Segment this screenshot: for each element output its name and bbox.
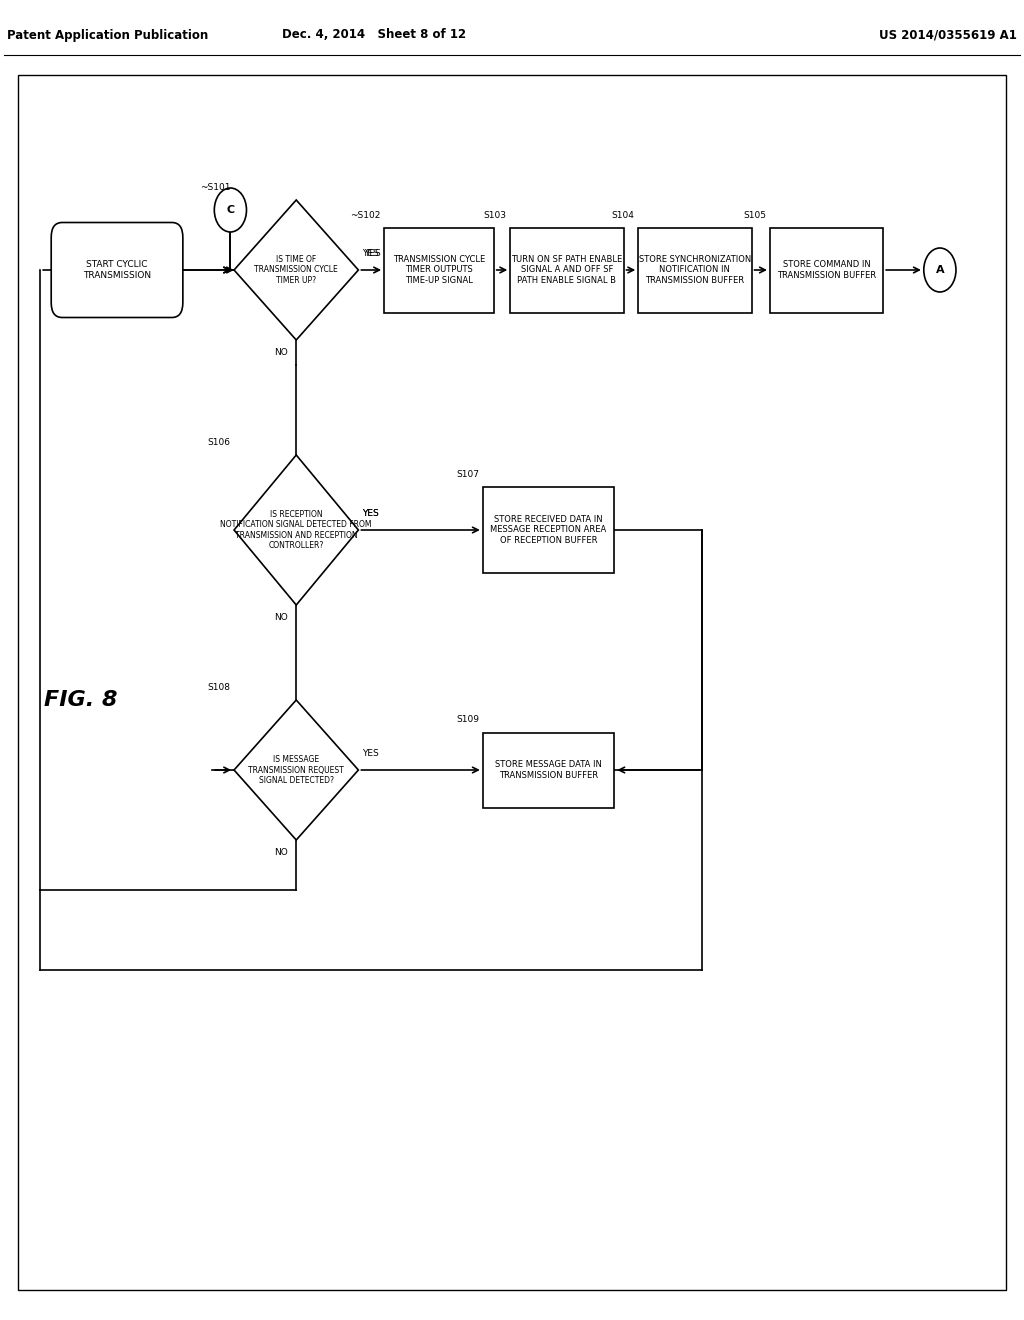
Polygon shape <box>234 700 358 840</box>
Text: STORE SYNCHRONIZATION
NOTIFICATION IN
TRANSMISSION BUFFER: STORE SYNCHRONIZATION NOTIFICATION IN TR… <box>639 255 751 285</box>
FancyBboxPatch shape <box>51 223 183 318</box>
FancyBboxPatch shape <box>482 733 614 808</box>
Text: Patent Application Publication: Patent Application Publication <box>7 29 209 41</box>
FancyBboxPatch shape <box>638 227 752 313</box>
Text: IS TIME OF
TRANSMISSION CYCLE
TIMER UP?: IS TIME OF TRANSMISSION CYCLE TIMER UP? <box>254 255 338 285</box>
Text: ~S102: ~S102 <box>350 210 380 219</box>
Text: FIG. 8: FIG. 8 <box>44 690 117 710</box>
Text: Dec. 4, 2014   Sheet 8 of 12: Dec. 4, 2014 Sheet 8 of 12 <box>283 29 467 41</box>
Text: S109: S109 <box>456 715 479 725</box>
Text: A: A <box>936 265 944 275</box>
Polygon shape <box>234 455 358 605</box>
Text: TRANSMISSION CYCLE
TIMER OUTPUTS
TIME-UP SIGNAL: TRANSMISSION CYCLE TIMER OUTPUTS TIME-UP… <box>393 255 485 285</box>
Text: US 2014/0355619 A1: US 2014/0355619 A1 <box>879 29 1017 41</box>
Text: S105: S105 <box>743 210 766 219</box>
Polygon shape <box>234 201 358 341</box>
Text: S108: S108 <box>208 682 230 692</box>
Text: START CYCLIC
TRANSMISSION: START CYCLIC TRANSMISSION <box>83 260 152 280</box>
Text: YES: YES <box>362 510 379 517</box>
Text: TURN ON SF PATH ENABLE
SIGNAL A AND OFF SF
PATH ENABLE SIGNAL B: TURN ON SF PATH ENABLE SIGNAL A AND OFF … <box>511 255 623 285</box>
Text: IS RECEPTION
NOTIFICATION SIGNAL DETECTED FROM
TRANSMISSION AND RECEPTION
CONTRO: IS RECEPTION NOTIFICATION SIGNAL DETECTE… <box>220 510 372 550</box>
Text: YES: YES <box>362 249 379 257</box>
Text: NO: NO <box>273 348 288 356</box>
Text: YES: YES <box>362 510 379 517</box>
Circle shape <box>924 248 956 292</box>
Text: YES: YES <box>365 249 381 257</box>
FancyBboxPatch shape <box>510 227 624 313</box>
Text: ~S101: ~S101 <box>200 183 230 191</box>
Text: NO: NO <box>273 847 288 857</box>
Text: IS MESSAGE
TRANSMISSION REQUEST
SIGNAL DETECTED?: IS MESSAGE TRANSMISSION REQUEST SIGNAL D… <box>249 755 344 785</box>
FancyBboxPatch shape <box>770 227 883 313</box>
Text: S104: S104 <box>611 210 635 219</box>
Text: S107: S107 <box>456 470 479 479</box>
FancyBboxPatch shape <box>482 487 614 573</box>
Circle shape <box>214 187 247 232</box>
Text: STORE RECEIVED DATA IN
MESSAGE RECEPTION AREA
OF RECEPTION BUFFER: STORE RECEIVED DATA IN MESSAGE RECEPTION… <box>490 515 606 545</box>
Text: NO: NO <box>273 612 288 622</box>
FancyBboxPatch shape <box>384 227 494 313</box>
Text: YES: YES <box>362 748 379 758</box>
Text: S103: S103 <box>483 210 507 219</box>
Text: STORE MESSAGE DATA IN
TRANSMISSION BUFFER: STORE MESSAGE DATA IN TRANSMISSION BUFFE… <box>496 760 602 780</box>
Text: STORE COMMAND IN
TRANSMISSION BUFFER: STORE COMMAND IN TRANSMISSION BUFFER <box>777 260 877 280</box>
Text: C: C <box>226 205 234 215</box>
Text: S106: S106 <box>208 438 230 447</box>
